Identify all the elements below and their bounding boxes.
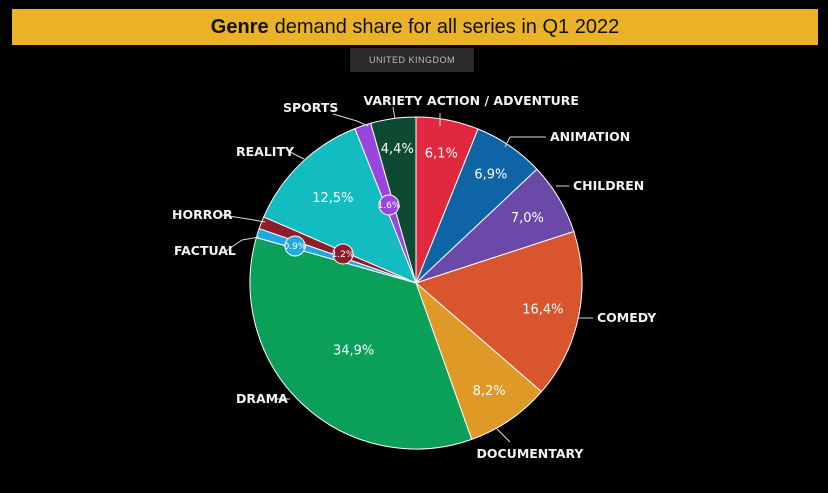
category-label-reality: REALITY xyxy=(236,144,295,159)
category-label-factual: FACTUAL xyxy=(174,243,236,258)
value-bubble-factual xyxy=(284,235,306,257)
leader-line-documentary xyxy=(495,427,511,443)
value-label-reality: 12,5% xyxy=(312,191,353,206)
value-label-sports: 1.6% xyxy=(378,201,401,211)
leader-line-variety xyxy=(392,106,396,120)
pie-labels: 6,1% ACTION / ADVENTURE 6,9% ANIMATION 7,0% C… xyxy=(172,93,657,461)
value-label-children: 7,0% xyxy=(511,211,544,226)
pie-slice-drama xyxy=(249,236,473,450)
value-label-horror: 1.2% xyxy=(332,250,355,260)
title-bold: Genre xyxy=(210,15,269,38)
leader-line-sports xyxy=(332,113,369,127)
value-label-drama: 34,9% xyxy=(333,344,374,359)
region-label: UNITED KINGDOM xyxy=(350,48,474,72)
value-bubble-horror xyxy=(332,243,354,265)
category-label-drama: DRAMA xyxy=(236,391,288,406)
pie-slice-comedy xyxy=(415,230,583,393)
leader-line-animation xyxy=(504,136,546,148)
value-label-documentary: 8,2% xyxy=(473,384,506,399)
category-label-horror: HORROR xyxy=(172,207,233,222)
leader-line-factual xyxy=(225,236,260,252)
leader-line-horror xyxy=(221,214,266,223)
value-label-animation: 6,9% xyxy=(474,167,507,182)
category-label-comedy: COMEDY xyxy=(597,310,657,325)
category-label-documentary: DOCUMENTARY xyxy=(477,446,585,461)
value-label-comedy: 16,4% xyxy=(522,303,563,318)
value-bubble-sports xyxy=(378,194,400,216)
pie-slice-reality xyxy=(263,127,417,284)
value-label-factual: 0.9% xyxy=(284,242,307,252)
leader-lines xyxy=(221,106,593,443)
category-label-action-adventure: ACTION / ADVENTURE xyxy=(427,93,579,108)
leader-line-reality xyxy=(289,151,305,160)
pie-slices xyxy=(249,116,583,450)
category-label-variety: VARIETY xyxy=(364,93,424,108)
category-label-animation: ANIMATION xyxy=(550,129,630,144)
value-label-variety: 4,4% xyxy=(381,142,414,157)
value-label-action-adventure: 6,1% xyxy=(425,147,458,162)
title-rest: demand share for all series in Q1 2022 xyxy=(274,15,620,38)
title-bar: Genre demand share for all series in Q1 … xyxy=(12,9,818,45)
category-label-sports: SPORTS xyxy=(283,100,338,115)
category-label-children: CHILDREN xyxy=(573,178,644,193)
